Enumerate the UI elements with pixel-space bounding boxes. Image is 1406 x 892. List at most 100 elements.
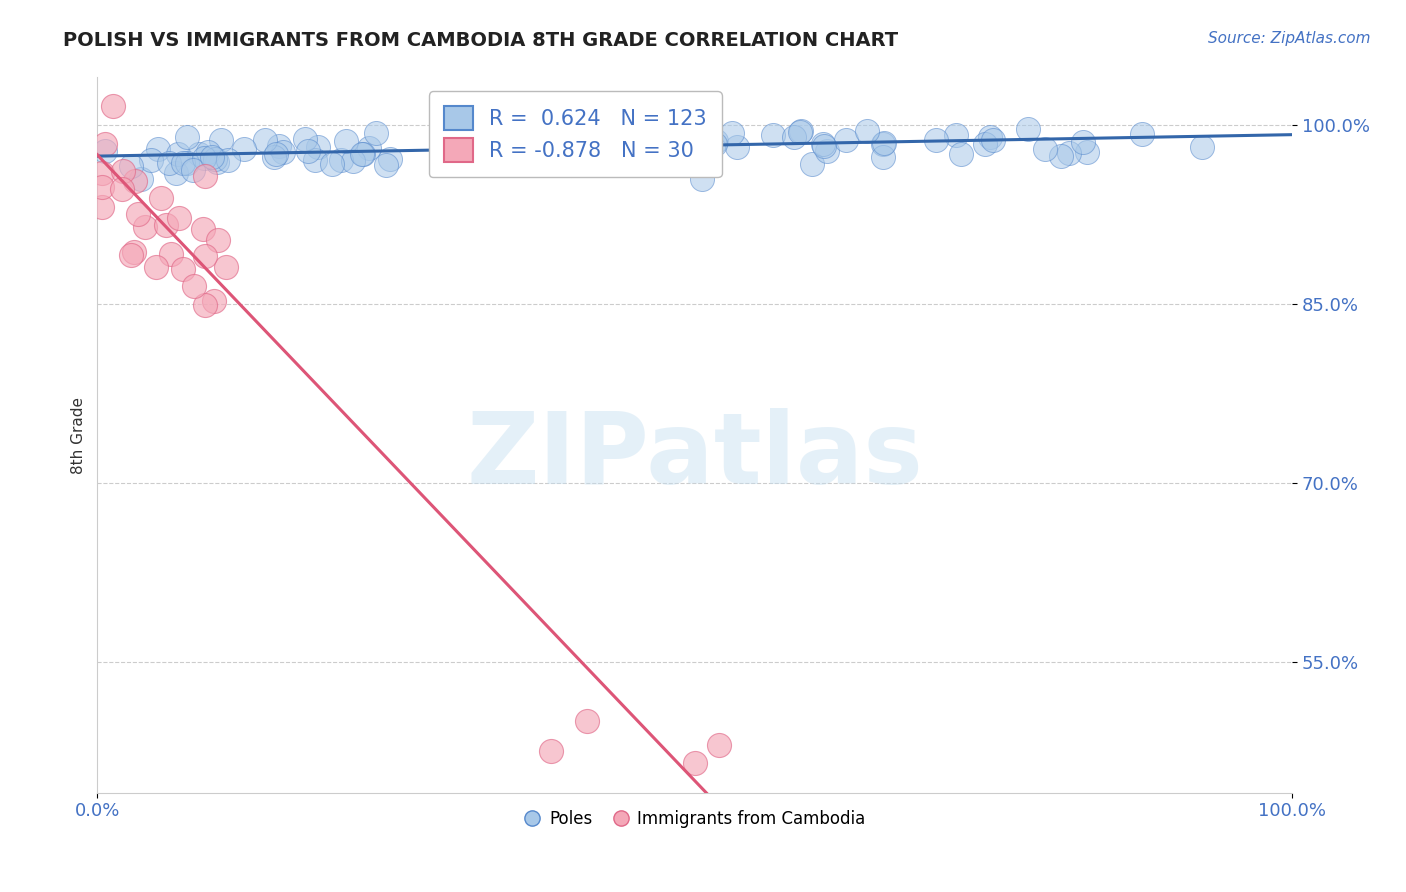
Point: [139, 153, 162, 168]
Point: [527, 141, 550, 155]
Point: [1033, 142, 1056, 156]
Point: [120, 248, 142, 262]
Point: [531, 131, 554, 145]
Point: [329, 153, 352, 167]
Point: [149, 191, 172, 205]
Point: [91, 200, 114, 214]
Point: [201, 150, 224, 164]
Point: [569, 120, 592, 134]
Point: [979, 129, 1001, 144]
Point: [599, 138, 621, 153]
Point: [433, 140, 456, 154]
Point: [430, 128, 453, 142]
Point: [585, 136, 607, 151]
Point: [120, 159, 142, 173]
Point: [704, 137, 727, 152]
Point: [690, 136, 713, 150]
Point: [855, 124, 877, 138]
Point: [605, 129, 627, 144]
Point: [155, 218, 177, 232]
Point: [974, 136, 997, 151]
Point: [165, 166, 187, 180]
Point: [449, 141, 471, 155]
Point: [93, 137, 115, 152]
Point: [193, 151, 215, 165]
Point: [111, 164, 134, 178]
Point: [575, 148, 598, 162]
Point: [529, 146, 551, 161]
Point: [91, 180, 114, 194]
Point: [352, 147, 374, 161]
Point: [725, 139, 748, 153]
Point: [217, 153, 239, 167]
Point: [707, 738, 730, 752]
Point: [721, 126, 744, 140]
Point: [157, 155, 180, 169]
Point: [873, 136, 896, 150]
Point: [538, 134, 561, 148]
Point: [335, 134, 357, 148]
Point: [815, 144, 838, 158]
Point: [631, 139, 654, 153]
Text: POLISH VS IMMIGRANTS FROM CAMBODIA 8TH GRADE CORRELATION CHART: POLISH VS IMMIGRANTS FROM CAMBODIA 8TH G…: [63, 31, 898, 50]
Point: [167, 211, 190, 225]
Point: [440, 134, 463, 148]
Point: [181, 163, 204, 178]
Point: [762, 128, 785, 142]
Point: [124, 244, 146, 259]
Point: [558, 142, 581, 156]
Point: [607, 127, 630, 141]
Point: [304, 153, 326, 168]
Point: [194, 298, 217, 312]
Point: [676, 145, 699, 159]
Point: [321, 157, 343, 171]
Point: [669, 136, 692, 150]
Point: [1071, 135, 1094, 149]
Point: [129, 171, 152, 186]
Point: [704, 134, 727, 148]
Point: [124, 174, 146, 188]
Point: [1130, 127, 1153, 141]
Point: [813, 138, 835, 153]
Point: [540, 126, 562, 140]
Legend: Poles, Immigrants from Cambodia: Poles, Immigrants from Cambodia: [517, 803, 872, 834]
Point: [209, 133, 232, 147]
Point: [1050, 149, 1073, 163]
Point: [197, 145, 219, 159]
Point: [207, 234, 229, 248]
Point: [215, 260, 238, 274]
Point: [576, 714, 599, 728]
Point: [232, 143, 254, 157]
Point: [271, 145, 294, 160]
Point: [263, 150, 285, 164]
Point: [790, 124, 813, 138]
Point: [690, 171, 713, 186]
Point: [364, 126, 387, 140]
Point: [111, 182, 134, 196]
Point: [835, 133, 858, 147]
Point: [145, 260, 167, 275]
Point: [264, 147, 287, 161]
Point: [267, 138, 290, 153]
Point: [172, 262, 194, 277]
Point: [202, 294, 225, 309]
Point: [477, 145, 499, 160]
Point: [872, 150, 894, 164]
Point: [652, 138, 675, 153]
Point: [524, 150, 547, 164]
Text: ZIPatlas: ZIPatlas: [467, 408, 924, 505]
Point: [626, 138, 648, 153]
Point: [127, 207, 149, 221]
Point: [1191, 140, 1213, 154]
Point: [981, 133, 1004, 147]
Point: [94, 145, 117, 159]
Point: [619, 131, 641, 145]
Point: [194, 249, 217, 263]
Point: [600, 131, 623, 145]
Point: [543, 152, 565, 166]
Point: [470, 124, 492, 138]
Point: [683, 756, 706, 770]
Point: [159, 246, 181, 260]
Point: [495, 140, 517, 154]
Point: [536, 143, 558, 157]
